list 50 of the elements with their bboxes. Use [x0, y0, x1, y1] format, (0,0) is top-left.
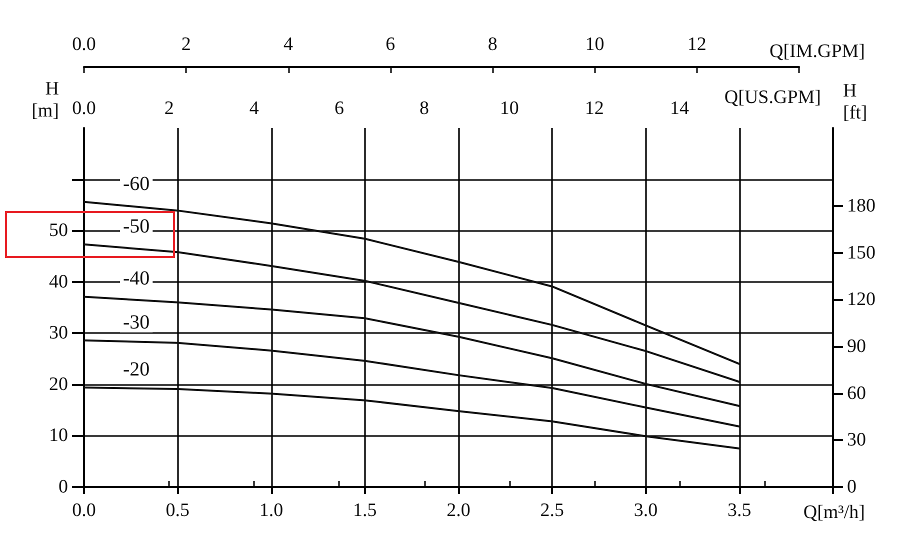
series-label: -20: [123, 358, 150, 381]
series-label: -40: [123, 268, 150, 290]
y2-tick-label: 150: [847, 242, 876, 264]
x2-axis-title: Q[US.GPM]: [724, 87, 822, 108]
y2-tick-label: 120: [847, 289, 876, 310]
x-tick-label: 0.0: [72, 500, 96, 521]
y2-axis-title: H [ft]: [843, 80, 868, 124]
x2-tick-label: 2: [164, 98, 174, 119]
x2-tick-label: 12: [584, 98, 604, 119]
x-tick-label: 2.0: [446, 500, 470, 521]
text: 8: [488, 34, 498, 55]
text: 10: [585, 34, 604, 55]
y-tick-label: 40: [49, 271, 68, 292]
line-series: [83, 386, 740, 450]
y2-tick-label: 0: [847, 476, 856, 498]
line-series: [83, 339, 740, 428]
x-tick-label: 0.5: [166, 500, 190, 521]
y-tick-label: 10: [49, 425, 68, 446]
x2-tick-label: 0.0: [72, 98, 96, 119]
x2-tick-label: 8: [420, 98, 430, 119]
x-tick-label: 3.5: [728, 500, 752, 521]
x2-tick-label: 4: [249, 98, 260, 119]
y2-tick-label: 30: [847, 430, 866, 451]
x2-tick-label: 10: [500, 98, 519, 119]
x-tick-label: 1.0: [259, 500, 284, 521]
x-tick-label: 2.5: [540, 500, 564, 521]
y2-tick-label: 180: [847, 196, 876, 217]
series-label: -60: [123, 172, 150, 195]
y-axis-title: H [m]: [32, 78, 60, 122]
text: 4: [284, 34, 294, 55]
y2-tick-label: 90: [847, 336, 866, 358]
line-series: [83, 296, 740, 407]
text: Q[IM.GPM]: [769, 41, 865, 62]
text: 2: [181, 34, 191, 55]
y2-tick-label: 60: [847, 382, 866, 404]
y-tick-label: 30: [49, 322, 68, 344]
series-label: -30: [123, 311, 150, 334]
x-axis-title: Q[m³/h]: [803, 502, 865, 523]
x2-tick-label: 14: [670, 98, 690, 119]
x2-tick-label: 6: [334, 98, 344, 119]
text: 12: [687, 34, 706, 55]
y-tick-label: 0: [58, 476, 68, 498]
x-tick-label: 3.0: [634, 500, 658, 521]
text: 6: [386, 34, 396, 55]
x-tick-label: 1.5: [353, 500, 377, 521]
line-series: [83, 243, 740, 383]
y-tick-label: 50: [49, 220, 68, 242]
text: 0.0: [72, 34, 96, 55]
series-label: -50: [123, 215, 150, 238]
y-tick-label: 20: [49, 374, 68, 395]
